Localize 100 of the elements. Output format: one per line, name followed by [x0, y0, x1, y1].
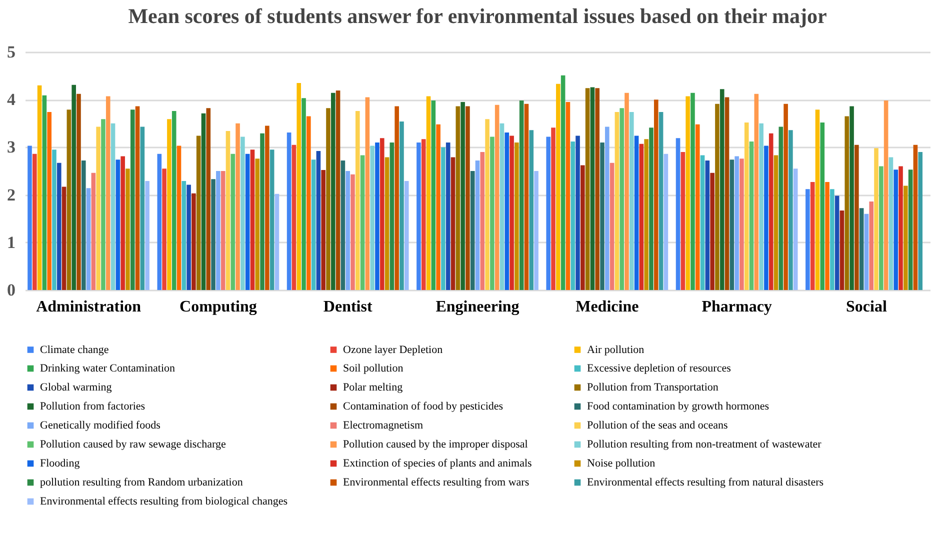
- bar: [172, 111, 176, 290]
- bar: [734, 156, 739, 290]
- bar: [62, 186, 66, 290]
- bar: [28, 146, 32, 290]
- bar: [566, 102, 570, 290]
- bar: [255, 158, 260, 290]
- bar: [162, 168, 166, 290]
- bar: [400, 121, 404, 290]
- bar: [676, 138, 680, 290]
- bar: [426, 96, 431, 290]
- bar: [384, 157, 390, 290]
- bar: [793, 168, 798, 290]
- bar: [556, 84, 560, 290]
- bar: [810, 182, 815, 290]
- bar: [874, 148, 878, 290]
- bar: [894, 170, 898, 290]
- bar: [918, 152, 923, 290]
- bar: [274, 194, 280, 290]
- bar: [375, 142, 380, 290]
- bar: [664, 154, 668, 290]
- bar: [778, 126, 784, 290]
- bar: [296, 82, 302, 290]
- bar: [326, 108, 330, 290]
- bar: [519, 100, 524, 290]
- bar: [316, 151, 321, 290]
- bar: [365, 97, 370, 290]
- bar: [321, 170, 326, 290]
- bar: [250, 150, 255, 290]
- legend-label: Pollution from Transportation: [587, 382, 719, 394]
- bar: [466, 106, 470, 290]
- bar: [86, 188, 91, 290]
- bar: [56, 162, 62, 290]
- legend-label: Pollution caused by the improper disposal: [343, 438, 528, 450]
- bar: [431, 100, 436, 290]
- bar: [236, 123, 240, 290]
- legend-label: Electromagnetism: [343, 420, 424, 432]
- bar: [913, 144, 918, 290]
- x-tick-label: Administration: [36, 298, 142, 316]
- bar: [47, 112, 52, 290]
- bar: [436, 124, 440, 290]
- bar: [336, 90, 340, 290]
- bar: [844, 116, 850, 290]
- bar: [715, 104, 720, 290]
- bar: [788, 130, 793, 290]
- legend-label: Pollution resulting from non-treatment of wastewater: [587, 438, 822, 450]
- bar: [720, 89, 724, 290]
- bar: [529, 130, 534, 290]
- bar: [490, 136, 494, 290]
- legend-label: Drinking water Contamination: [40, 362, 176, 374]
- bar: [710, 172, 714, 290]
- legend-label: Flooding: [40, 458, 80, 470]
- bar: [614, 112, 620, 290]
- x-tick-label: Pharmacy: [702, 298, 772, 316]
- legend-label: Climate change: [40, 344, 109, 356]
- bar: [126, 168, 130, 290]
- bar: [764, 146, 768, 290]
- bar: [850, 106, 854, 290]
- x-tick-label: Medicine: [576, 298, 639, 316]
- bar: [404, 180, 409, 290]
- bar: [390, 142, 394, 290]
- bar: [192, 193, 196, 290]
- bar: [196, 136, 201, 290]
- bar: [768, 133, 774, 290]
- bar: [690, 92, 695, 290]
- bar: [784, 104, 788, 290]
- bar: [504, 132, 510, 290]
- legend-label: Genetically modified foods: [40, 420, 160, 432]
- legend-label: Pollution of the seas and oceans: [587, 420, 728, 432]
- bar: [81, 160, 86, 290]
- bar: [201, 113, 206, 290]
- bar: [176, 146, 182, 290]
- bar: [245, 154, 250, 290]
- bar: [206, 108, 211, 290]
- bar: [705, 160, 710, 290]
- bar: [590, 87, 595, 290]
- bar: [524, 104, 529, 290]
- bar: [220, 171, 226, 290]
- bar: [658, 112, 664, 290]
- bar: [145, 180, 150, 290]
- bar: [42, 95, 47, 290]
- bar: [879, 166, 884, 290]
- bar: [749, 141, 754, 290]
- bar: [302, 98, 306, 290]
- bar: [211, 179, 216, 290]
- bar: [355, 111, 360, 290]
- bar: [644, 139, 648, 290]
- bar: [585, 88, 590, 290]
- legend-label: Environmental effects resulting from natural disasters: [587, 476, 824, 488]
- x-tick-label: Computing: [180, 298, 257, 316]
- bar: [480, 152, 485, 290]
- bar: [441, 147, 446, 290]
- bar: [534, 171, 538, 290]
- bar: [350, 174, 355, 290]
- y-tick-label: 0: [7, 280, 16, 300]
- bar: [346, 171, 350, 290]
- bar: [311, 160, 316, 290]
- bar: [140, 126, 145, 290]
- bar: [649, 128, 654, 290]
- bar: [167, 119, 172, 290]
- legend-label: Air pollution: [587, 344, 645, 356]
